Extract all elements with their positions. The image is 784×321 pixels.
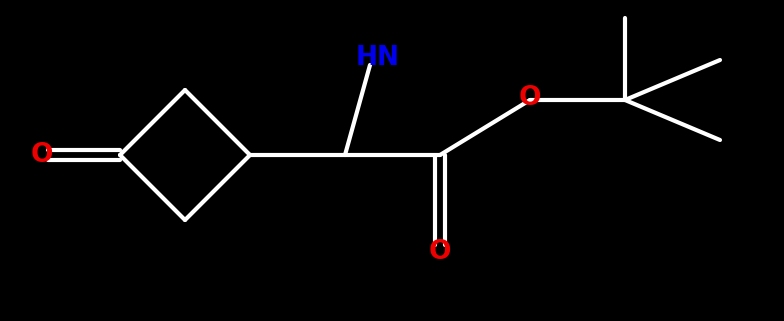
Text: O: O: [519, 85, 541, 111]
Text: O: O: [31, 142, 53, 168]
Text: O: O: [429, 239, 452, 265]
Text: HN: HN: [356, 45, 400, 71]
